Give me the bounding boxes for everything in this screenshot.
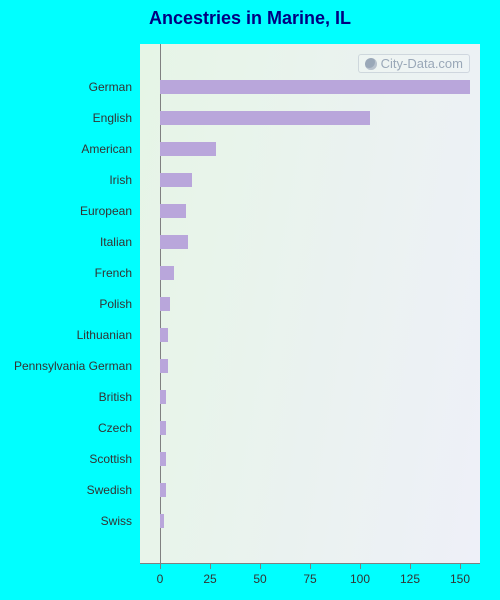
x-axis-label: 125	[400, 572, 420, 586]
y-axis-label: Irish	[0, 173, 132, 187]
y-axis-label: Polish	[0, 297, 132, 311]
bar	[160, 266, 174, 280]
page-root: Ancestries in Marine, IL German English Am…	[0, 0, 500, 600]
y-axis-label: Swedish	[0, 483, 132, 497]
y-axis-label: Lithuanian	[0, 328, 132, 342]
x-axis-label: 150	[450, 572, 470, 586]
x-axis-label: 75	[303, 572, 316, 586]
bar	[160, 328, 168, 342]
y-axis-label: German	[0, 80, 132, 94]
y-axis-label: English	[0, 111, 132, 125]
x-tick	[410, 564, 411, 569]
y-axis-label: British	[0, 390, 132, 404]
y-axis-label: French	[0, 266, 132, 280]
x-axis-label: 50	[253, 572, 266, 586]
globe-icon	[365, 58, 377, 70]
y-axis-label: Czech	[0, 421, 132, 435]
bar	[160, 359, 168, 373]
x-tick	[360, 564, 361, 569]
x-tick	[460, 564, 461, 569]
bar	[160, 483, 166, 497]
plot-area	[140, 44, 480, 564]
bar	[160, 297, 170, 311]
bar	[160, 390, 166, 404]
x-tick	[160, 564, 161, 569]
x-tick	[210, 564, 211, 569]
bar	[160, 204, 186, 218]
y-axis-label: Italian	[0, 235, 132, 249]
y-axis-label: Pennsylvania German	[0, 359, 132, 373]
bar	[160, 142, 216, 156]
bar	[160, 421, 166, 435]
x-axis-label: 100	[350, 572, 370, 586]
y-axis-label: Scottish	[0, 452, 132, 466]
y-axis-label: Swiss	[0, 514, 132, 528]
watermark-text: City-Data.com	[381, 56, 463, 71]
bar	[160, 111, 370, 125]
chart-title: Ancestries in Marine, IL	[0, 8, 500, 29]
x-axis-label: 0	[157, 572, 164, 586]
watermark-badge: City-Data.com	[358, 54, 470, 73]
bar	[160, 80, 470, 94]
y-axis-label: European	[0, 204, 132, 218]
y-axis-label: American	[0, 142, 132, 156]
x-axis-label: 25	[203, 572, 216, 586]
bar	[160, 514, 164, 528]
x-tick	[310, 564, 311, 569]
bar	[160, 452, 166, 466]
bar	[160, 173, 192, 187]
bar	[160, 235, 188, 249]
x-tick	[260, 564, 261, 569]
